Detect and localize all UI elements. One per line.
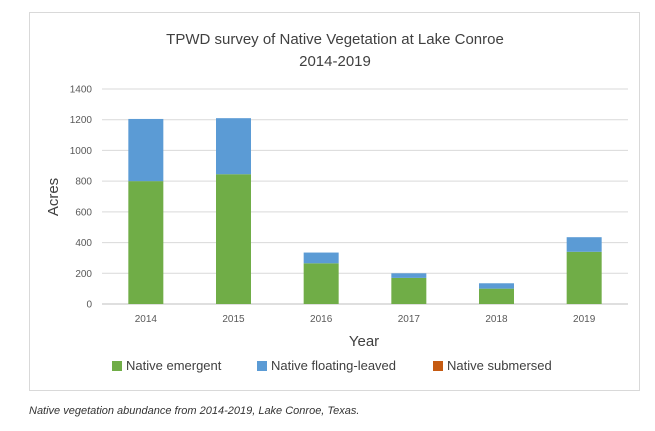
bar-native-floating-leaved-2017 — [391, 273, 427, 278]
chart-title-line2: 2014-2019 — [299, 53, 371, 70]
legend-swatch-native-floating-leaved — [257, 361, 267, 371]
bar-native-emergent-2014 — [128, 181, 164, 304]
bar-native-emergent-2018 — [479, 288, 514, 304]
legend-label-native-floating-leaved: Native floating-leaved — [271, 358, 396, 373]
x-axis-ticks: 2014 2015 2016 2017 2018 2019 — [135, 314, 596, 325]
legend: Native emergent Native floating-leaved Nat… — [112, 358, 552, 373]
bar-native-floating-leaved-2015 — [216, 118, 251, 175]
bar-native-emergent-2015 — [216, 174, 251, 304]
legend-label-native-submersed: Native submersed — [447, 358, 552, 373]
x-tick-label: 2015 — [222, 314, 245, 325]
chart-title-line1: TPWD survey of Native Vegetation at Lake… — [166, 31, 504, 48]
legend-swatch-native-submersed — [433, 361, 443, 371]
x-tick-label: 2017 — [398, 314, 421, 325]
gridlines — [102, 88, 628, 305]
y-tick-label: 0 — [86, 300, 92, 311]
x-tick-label: 2019 — [573, 314, 596, 325]
y-axis-ticks: 0 200 400 600 800 1000 1200 1400 — [70, 85, 93, 311]
x-tick-label: 2014 — [135, 314, 158, 325]
legend-swatch-native-emergent — [112, 361, 122, 371]
bars — [128, 118, 602, 304]
bar-native-emergent-2017 — [391, 277, 427, 304]
bar-native-emergent-2019 — [566, 251, 602, 304]
y-tick-label: 1000 — [70, 146, 93, 157]
bar-native-floating-leaved-2014 — [128, 118, 164, 182]
x-axis-label: Year — [349, 333, 379, 350]
bar-native-floating-leaved-2018 — [479, 283, 514, 289]
bar-native-emergent-2016 — [303, 263, 339, 304]
legend-label-native-emergent: Native emergent — [126, 358, 222, 373]
x-tick-label: 2018 — [485, 314, 508, 325]
y-tick-label: 600 — [75, 207, 92, 218]
chart: TPWD survey of Native Vegetation at Lake… — [45, 31, 628, 373]
y-tick-label: 1400 — [70, 85, 93, 96]
figure-caption: Native vegetation abundance from 2014-20… — [29, 405, 360, 417]
y-tick-label: 800 — [75, 177, 92, 188]
y-tick-label: 1200 — [70, 115, 93, 126]
bar-native-floating-leaved-2019 — [566, 237, 602, 252]
x-tick-label: 2016 — [310, 314, 333, 325]
y-axis-label: Acres — [45, 178, 62, 216]
y-tick-label: 400 — [75, 238, 92, 249]
y-tick-label: 200 — [75, 269, 92, 280]
bar-native-floating-leaved-2016 — [303, 252, 339, 264]
